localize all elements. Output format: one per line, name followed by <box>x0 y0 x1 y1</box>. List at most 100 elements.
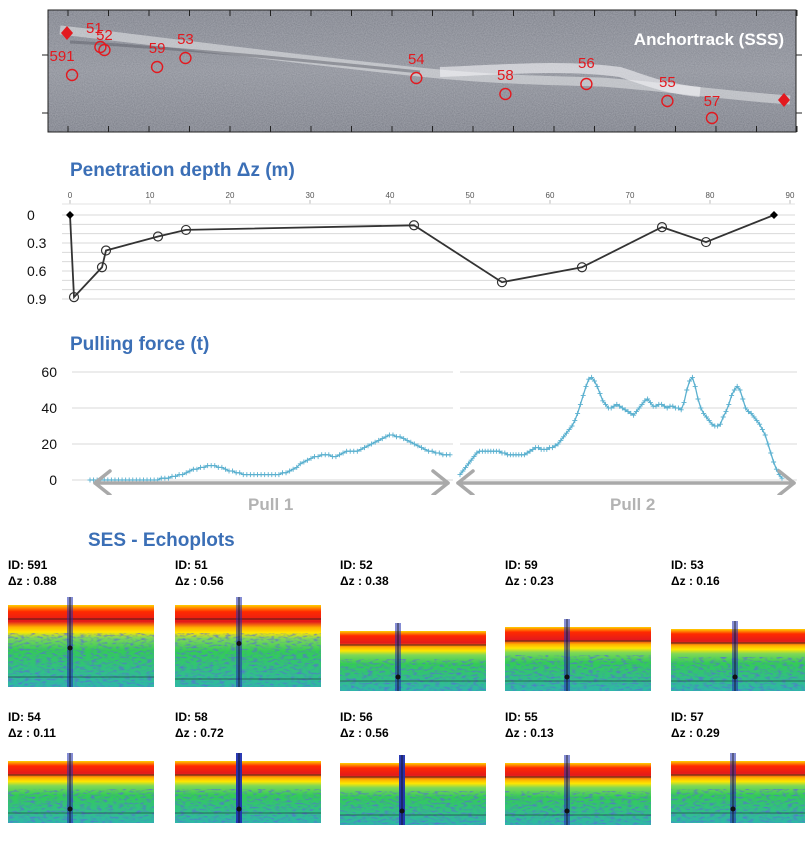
pulling-series-marker <box>447 452 453 458</box>
sss-frame <box>47 9 797 133</box>
pulling-series-marker <box>678 407 684 413</box>
pulling-series-marker <box>552 443 558 449</box>
pulling-series-marker <box>222 466 228 472</box>
pulling-series-marker <box>471 454 477 460</box>
pulling-series-marker <box>535 445 541 451</box>
echoplot-card: ID: 54 Δz : 0.11 <box>8 709 154 823</box>
pulling-series-marker <box>608 405 614 411</box>
pulling-series-marker <box>765 441 771 447</box>
pulling-series-marker <box>729 392 735 398</box>
echoplot-image <box>671 753 805 823</box>
pulling-series-marker <box>468 457 474 463</box>
penetration-point <box>700 236 712 248</box>
echoplot-dz: Δz : 0.38 <box>340 574 389 588</box>
pulling-series-marker <box>771 459 777 465</box>
pulling-series-marker <box>687 378 693 384</box>
sss-start-diamond <box>61 26 73 40</box>
echoplot-id: ID: 51 <box>175 558 208 572</box>
pulling-series-marker <box>304 457 310 463</box>
echoplot-image <box>505 619 651 691</box>
pulling-series-marker <box>675 405 681 411</box>
echoplot-dz: Δz : 0.11 <box>8 726 56 740</box>
sss-marker-circle <box>705 111 719 125</box>
echoplot-id: ID: 53 <box>671 558 704 572</box>
pulling-series-marker <box>457 472 463 478</box>
pulling-series-marker <box>315 454 321 460</box>
pulling-series-marker <box>372 439 378 445</box>
pulling-series-marker <box>173 473 179 479</box>
penetration-y-tick-label: 0.9 <box>27 291 47 307</box>
penetration-x-tick-label: 70 <box>626 191 635 200</box>
echoplot-anchor-dot <box>399 808 405 814</box>
pulling-y-tick-label: 60 <box>41 364 57 380</box>
pulling-series-marker <box>659 401 665 407</box>
pulling-series-marker <box>653 403 659 409</box>
sss-marker-label: 591 <box>50 48 75 65</box>
pulling-series-marker <box>726 401 732 407</box>
echoplot-anchor-dot <box>564 808 570 814</box>
penetration-point <box>496 277 508 288</box>
pulling-series-marker <box>603 401 609 407</box>
pulling-chart: 0 20 40 60 <box>41 364 797 495</box>
sss-marker-circle <box>150 60 164 74</box>
echoplot-card: ID: 57 Δz : 0.29 <box>671 709 805 823</box>
penetration-points <box>66 211 778 303</box>
pulling-series-marker <box>463 464 469 470</box>
pulling-series-marker <box>597 391 603 397</box>
echoplot-card: ID: 55 Δz : 0.13 <box>505 709 651 825</box>
pulling-series-marker <box>358 446 364 452</box>
penetration-point <box>152 231 164 242</box>
pulling-series-marker <box>645 396 651 402</box>
pulling-series-marker <box>586 376 592 382</box>
echoplot-image <box>175 753 321 823</box>
pulling-series-marker <box>165 475 171 481</box>
penetration-point <box>576 262 588 273</box>
pulling-series-marker <box>301 459 307 465</box>
sss-marker-label: 53 <box>177 31 194 48</box>
echoplot-id: ID: 55 <box>505 710 538 724</box>
pulling-series-marker <box>572 418 578 424</box>
pulling-series-marker <box>723 409 729 415</box>
pulling-series-marker <box>731 387 737 393</box>
pulling-series-marker <box>460 468 466 474</box>
pulling-series-marker <box>558 437 564 443</box>
pulling-series-marker <box>555 441 561 447</box>
pulling-series-marker <box>465 461 471 467</box>
sss-marker-circle <box>410 71 423 85</box>
echoplot-anchor-dot <box>730 806 736 812</box>
pulling-title: Pulling force (t) <box>70 334 210 355</box>
penetration-y-tick-label: 0.3 <box>27 235 47 251</box>
echoplot-image <box>671 621 805 691</box>
pulling-series-marker <box>681 400 687 406</box>
pulling-series-marker <box>180 472 186 478</box>
echoplot-image <box>175 597 321 687</box>
echoplot-image <box>340 623 486 691</box>
pulling-y-tick-label: 40 <box>41 400 57 416</box>
echoplot-card: ID: 52 Δz : 0.38 <box>340 557 486 691</box>
pulling-series-marker <box>636 405 642 411</box>
echoplot-id: ID: 56 <box>340 710 373 724</box>
pulling-series-marker <box>720 414 726 420</box>
sss-marker-circle <box>580 77 593 91</box>
echoplot-image <box>8 597 154 687</box>
pulling-series-marker <box>580 392 586 398</box>
pulling-series-marker <box>524 450 530 456</box>
pulling-series-marker <box>276 472 282 478</box>
pulling-series-marker <box>611 403 617 409</box>
pulling-series-marker <box>575 410 581 416</box>
echoplot-noise <box>8 789 154 823</box>
echoplot-id: ID: 58 <box>175 710 208 724</box>
echoplot-noise <box>175 789 321 823</box>
pulling-series-marker <box>768 450 774 456</box>
echoplot-card: ID: 591 Δz : 0.88 <box>8 557 154 687</box>
sss-marker-circle <box>98 43 111 57</box>
pulling-series-marker <box>751 414 757 420</box>
penetration-point <box>100 245 112 256</box>
pulling-series-marker <box>664 405 670 411</box>
pulling-series-marker <box>230 468 236 474</box>
sss-marker-circle <box>65 68 79 82</box>
penetration-grid <box>62 214 795 300</box>
pulling-series-marker <box>594 383 600 389</box>
pulling-series-marker <box>544 446 550 452</box>
